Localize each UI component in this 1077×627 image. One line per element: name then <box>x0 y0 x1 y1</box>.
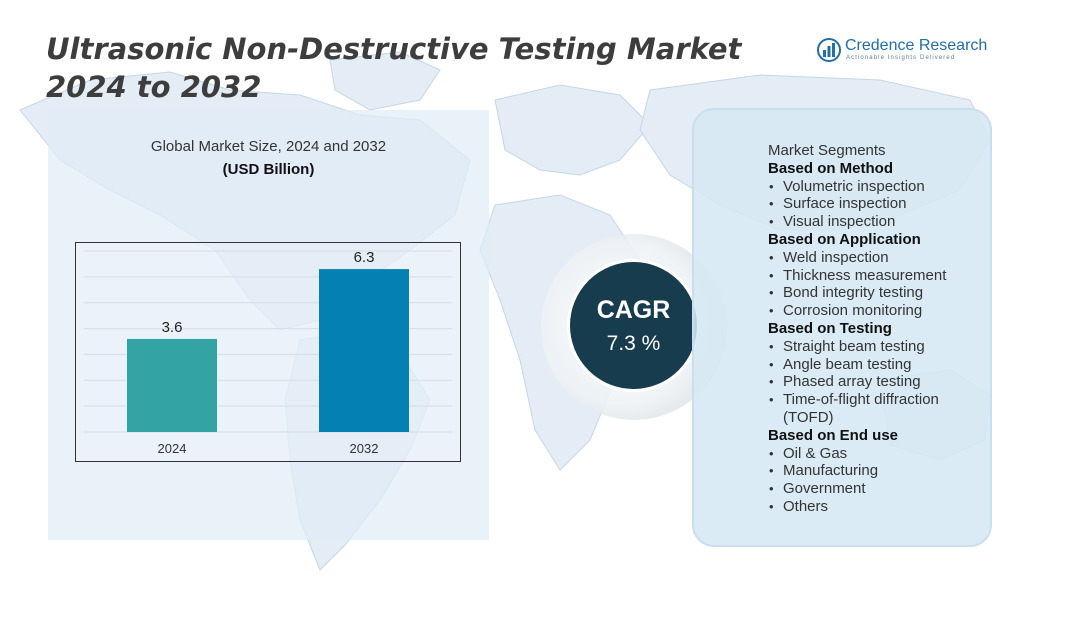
segment-item: • Time-of-flight diffraction (TOFD) <box>768 391 988 427</box>
logo-name: Credence Research <box>845 37 988 54</box>
bullet-icon: • <box>769 267 774 283</box>
logo-tagline: Actionable Insights Delivered <box>846 55 956 61</box>
page-title: Ultrasonic Non-Destructive Testing Marke… <box>46 32 742 104</box>
segment-item: • Thickness measurement <box>768 267 988 285</box>
x-tick-label: 2024 <box>158 441 187 456</box>
bullet-icon: • <box>769 338 774 354</box>
segments-heading: Market Segments <box>768 142 886 159</box>
bar-chart: 3.6 2024 6.3 2032 <box>84 249 452 456</box>
segment-group-title: Based on Testing <box>768 319 892 337</box>
segment-item: • Bond integrity testing <box>768 284 988 302</box>
bullet-icon: • <box>769 392 774 408</box>
segment-item: • Surface inspection <box>768 195 988 213</box>
segment-item-label: Volumetric inspection <box>783 177 925 195</box>
cagr-label: CAGR <box>596 296 671 324</box>
segment-item-label: Bond integrity testing <box>783 284 924 302</box>
bar-2032 <box>319 269 409 432</box>
segment-item: • Others <box>768 498 988 516</box>
bullet-icon: • <box>769 178 774 194</box>
segment-list: • Oil & Gas • Manufacturing • Government • Othe… <box>768 445 988 516</box>
data-label: 3.6 <box>162 319 183 336</box>
bullet-icon: • <box>769 374 774 390</box>
segment-item: • Corrosion monitoring <box>768 302 988 320</box>
segment-item: • Government <box>768 480 988 498</box>
bar-2024 <box>127 338 217 432</box>
map-greenland <box>329 51 441 111</box>
segment-item: • Visual inspection <box>768 213 988 231</box>
market-segments-list: Market Segments Based on Method • Volumetr… <box>768 142 988 516</box>
bullet-icon: • <box>769 356 774 372</box>
segment-item-label: Weld inspection <box>783 248 889 266</box>
segment-item: • Straight beam testing <box>768 338 988 356</box>
market-segments-panel <box>692 108 992 547</box>
bullet-icon: • <box>769 498 774 514</box>
segment-item-label: Manufacturing <box>783 462 879 480</box>
segment-item-label: Phased array testing <box>783 373 921 391</box>
segment-group-title: Based on Application <box>768 230 921 248</box>
cagr-badge: CAGR 7.3 % <box>567 259 700 392</box>
cagr-value: 7.3 % <box>606 332 661 355</box>
segment-list: • Volumetric inspection • Surface inspectio… <box>768 178 988 231</box>
segment-item-label: Visual inspection <box>783 213 896 231</box>
x-tick-label: 2032 <box>350 441 379 456</box>
segment-item-label: Government <box>783 480 866 498</box>
chart-unit-label: (USD Billion) <box>222 161 315 178</box>
segment-item-label: Thickness measurement <box>783 266 947 284</box>
segment-group-title: Based on Method <box>768 159 894 177</box>
segment-item: • Weld inspection <box>768 249 988 267</box>
segment-item-label: Surface inspection <box>783 195 907 213</box>
credence-research-logo: Credence Research Actionable Insights De… <box>817 36 987 66</box>
market-size-panel: Global Market Size, 2024 and 2032 (USD B… <box>48 110 489 540</box>
segment-item: • Manufacturing <box>768 462 988 480</box>
segment-item: • Volumetric inspection <box>768 178 988 196</box>
bullet-icon: • <box>769 445 774 461</box>
segment-item-label: Straight beam testing <box>783 337 925 355</box>
data-label: 6.3 <box>354 249 375 266</box>
bullet-icon: • <box>769 285 774 301</box>
segment-item: • Oil & Gas <box>768 445 988 463</box>
segment-item-label: Time-of-flight diffraction (TOFD) <box>783 391 939 426</box>
segment-item: • Phased array testing <box>768 373 988 391</box>
segment-item-label: Others <box>783 497 829 515</box>
bullet-icon: • <box>769 249 774 265</box>
chart-title: Global Market Size, 2024 and 2032 <box>150 138 387 155</box>
bullet-icon: • <box>769 463 774 479</box>
segment-group-title: Based on End use <box>768 426 899 444</box>
bullet-icon: • <box>769 303 774 319</box>
map-europe <box>494 84 651 176</box>
segment-list: • Straight beam testing • Angle beam testin… <box>768 338 988 427</box>
segment-item-label: Oil & Gas <box>783 444 848 462</box>
chart-frame: 3.6 2024 6.3 2032 <box>75 242 461 462</box>
logo-bars-icon <box>817 38 841 62</box>
segment-item-label: Corrosion monitoring <box>783 302 923 320</box>
bullet-icon: • <box>769 481 774 497</box>
bullet-icon: • <box>769 196 774 212</box>
segment-item-label: Angle beam testing <box>783 355 912 373</box>
segment-item: • Angle beam testing <box>768 356 988 374</box>
bullet-icon: • <box>769 214 774 230</box>
segment-list: • Weld inspection • Thickness measurement • B… <box>768 249 988 320</box>
